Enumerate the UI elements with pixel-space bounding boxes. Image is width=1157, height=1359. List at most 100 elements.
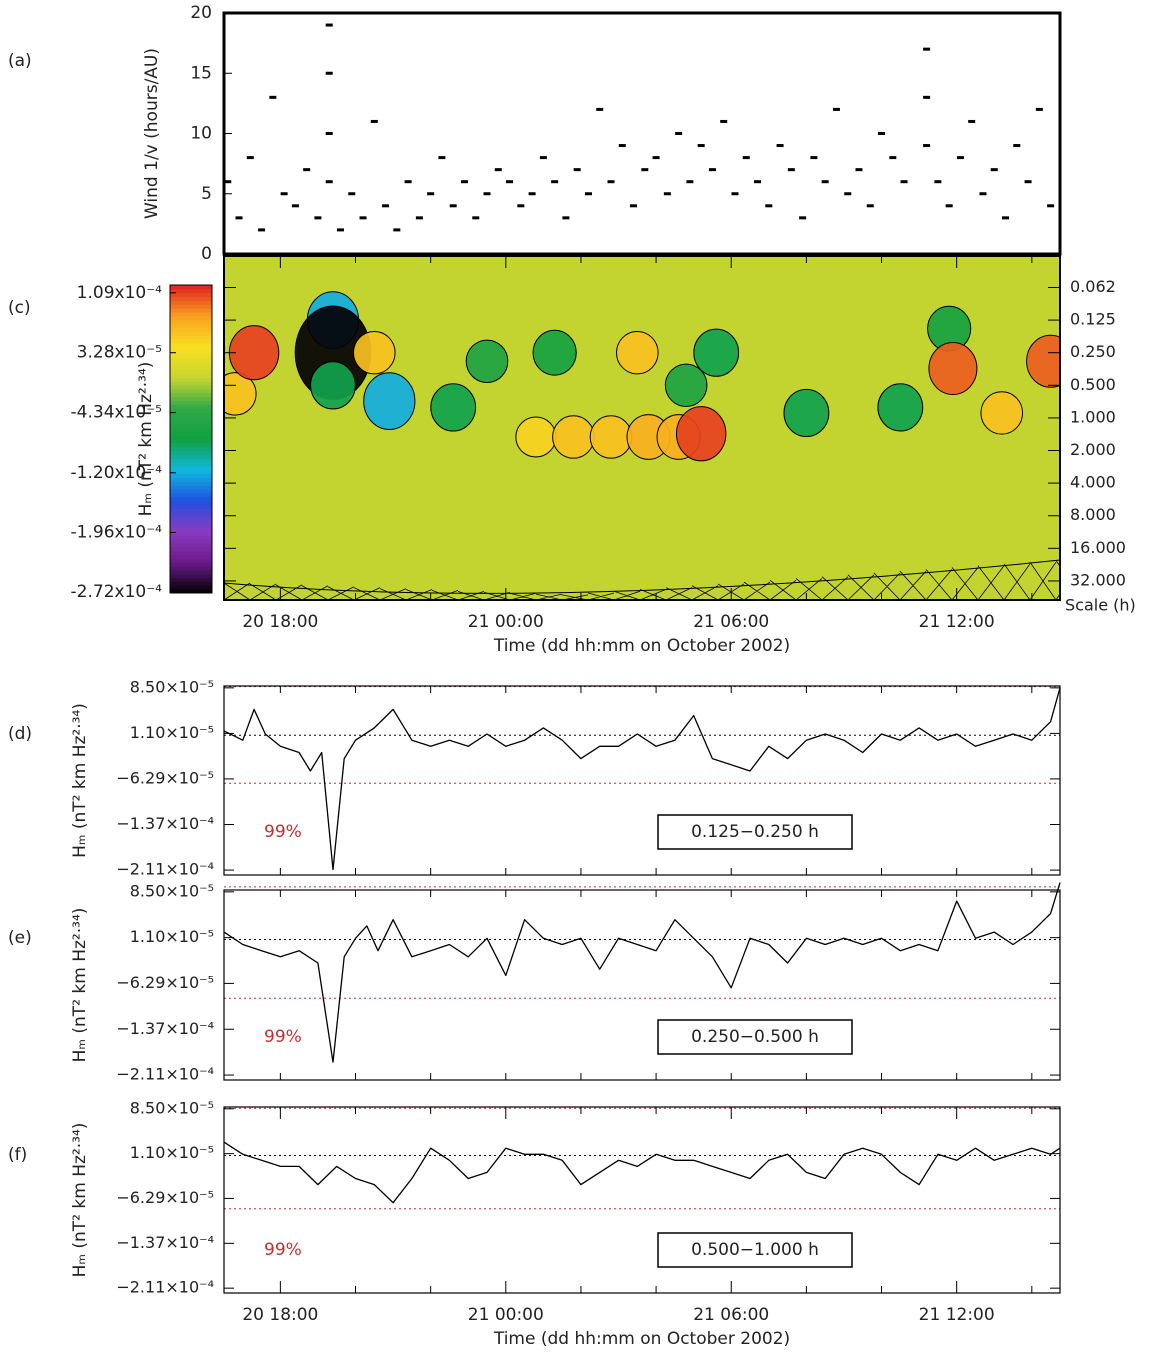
feature	[675, 406, 727, 462]
point	[596, 107, 604, 111]
point	[900, 180, 908, 184]
colorbar-step	[170, 585, 212, 590]
panel-label: (f)	[8, 1145, 27, 1165]
colorbar-tick-label: -1.20x10⁻⁴	[71, 463, 163, 483]
x-tick-label: 21 00:00	[468, 612, 544, 632]
y-tick-label: 0.500	[1070, 375, 1116, 394]
y-tick-label: 8.50×10⁻⁵	[130, 1098, 214, 1117]
feature	[430, 383, 477, 432]
y-axis-label: Hₘ (nT² km Hz²·³⁴)	[70, 703, 90, 858]
colorbar-step	[170, 519, 212, 525]
colorbar-step	[170, 331, 212, 336]
frame	[223, 255, 1061, 601]
point	[776, 144, 784, 148]
colorbar-step	[170, 292, 212, 298]
feature	[928, 342, 978, 396]
colorbar-step	[170, 446, 212, 452]
point	[1013, 144, 1021, 148]
point	[787, 168, 795, 172]
colorbar-step	[170, 512, 212, 517]
colorbar-step	[170, 542, 212, 548]
point	[528, 192, 536, 196]
point	[415, 216, 423, 220]
colorbar-step	[170, 508, 212, 513]
colorbar-step	[170, 285, 212, 290]
y-tick-label: −6.29×10⁻⁵	[116, 1188, 214, 1207]
point	[708, 168, 716, 172]
band-label: 0.500−1.000 h	[691, 1240, 819, 1260]
colorbar-step	[170, 415, 212, 421]
colorbar-step	[170, 489, 212, 494]
plot-area	[224, 13, 1060, 254]
point	[483, 192, 491, 196]
feature	[224, 372, 257, 416]
point	[539, 156, 547, 160]
colorbar-frame	[169, 284, 213, 594]
point	[314, 216, 322, 220]
colorbar-step	[170, 396, 212, 401]
point	[325, 132, 333, 135]
colorbar-step	[170, 369, 212, 375]
point	[934, 180, 942, 184]
point	[325, 71, 333, 75]
colorbar-step	[170, 504, 212, 509]
series-line	[223, 882, 1061, 1063]
x-tick-label: 21 12:00	[919, 612, 995, 632]
y-tick-label: −2.11×10⁻⁴	[116, 1278, 214, 1297]
feature	[515, 416, 557, 458]
band-box	[657, 1019, 853, 1055]
colorbar-step	[170, 354, 212, 359]
colorbar-step	[170, 327, 212, 332]
point	[1002, 216, 1010, 220]
feature	[352, 330, 396, 375]
point	[573, 168, 581, 172]
y-axis-label: Hₘ (nT² km Hz²·³⁴)	[70, 908, 90, 1063]
y-tick-label: 10	[190, 124, 212, 144]
point	[472, 216, 480, 220]
frame	[223, 889, 1061, 1081]
panel-label: (c)	[8, 298, 31, 318]
colorbar-step	[170, 315, 212, 321]
y-tick-label: 1.10×10⁻⁵	[130, 723, 214, 742]
point	[1024, 180, 1032, 184]
point	[889, 156, 897, 160]
plot-area	[224, 686, 1060, 875]
colorbar-tick-label: 1.09x10⁻⁴	[77, 283, 163, 303]
plot-area	[224, 1107, 1060, 1293]
point	[878, 132, 886, 135]
y-tick-label: −1.37×10⁻⁴	[116, 1019, 214, 1038]
point	[438, 156, 446, 160]
colorbar-step	[170, 377, 212, 382]
point	[754, 180, 762, 184]
feature	[664, 363, 708, 408]
point	[359, 216, 367, 220]
colorbar-step	[170, 323, 212, 328]
y-tick-label: 2.000	[1070, 440, 1116, 459]
x-axis-label: Time (dd hh:mm on October 2002)	[493, 636, 790, 656]
colorbar-step	[170, 562, 212, 567]
point	[855, 168, 863, 172]
band-box	[657, 1232, 853, 1268]
y-tick-label: 1.10×10⁻⁵	[130, 927, 214, 946]
x-tick-label: 20 18:00	[242, 1305, 318, 1325]
colorbar-step	[170, 439, 212, 444]
series-line	[223, 687, 1061, 871]
point	[246, 156, 254, 160]
point	[923, 95, 931, 99]
point	[494, 168, 502, 172]
y-tick-label: 15	[190, 63, 212, 83]
band-box	[657, 814, 853, 850]
panel-label: (d)	[8, 724, 32, 744]
colorbar-step	[170, 535, 212, 540]
y-tick-label: −1.37×10⁻⁴	[116, 1233, 214, 1252]
point	[280, 192, 288, 196]
panel-label: (a)	[8, 51, 32, 71]
frame	[223, 685, 1061, 876]
colorbar-label: Hₘ (nT² km Hz²·³⁴)	[136, 362, 156, 517]
feature	[552, 415, 595, 459]
feature	[1026, 334, 1060, 388]
point	[652, 156, 660, 160]
colorbar-step	[170, 419, 212, 425]
point	[506, 180, 514, 184]
